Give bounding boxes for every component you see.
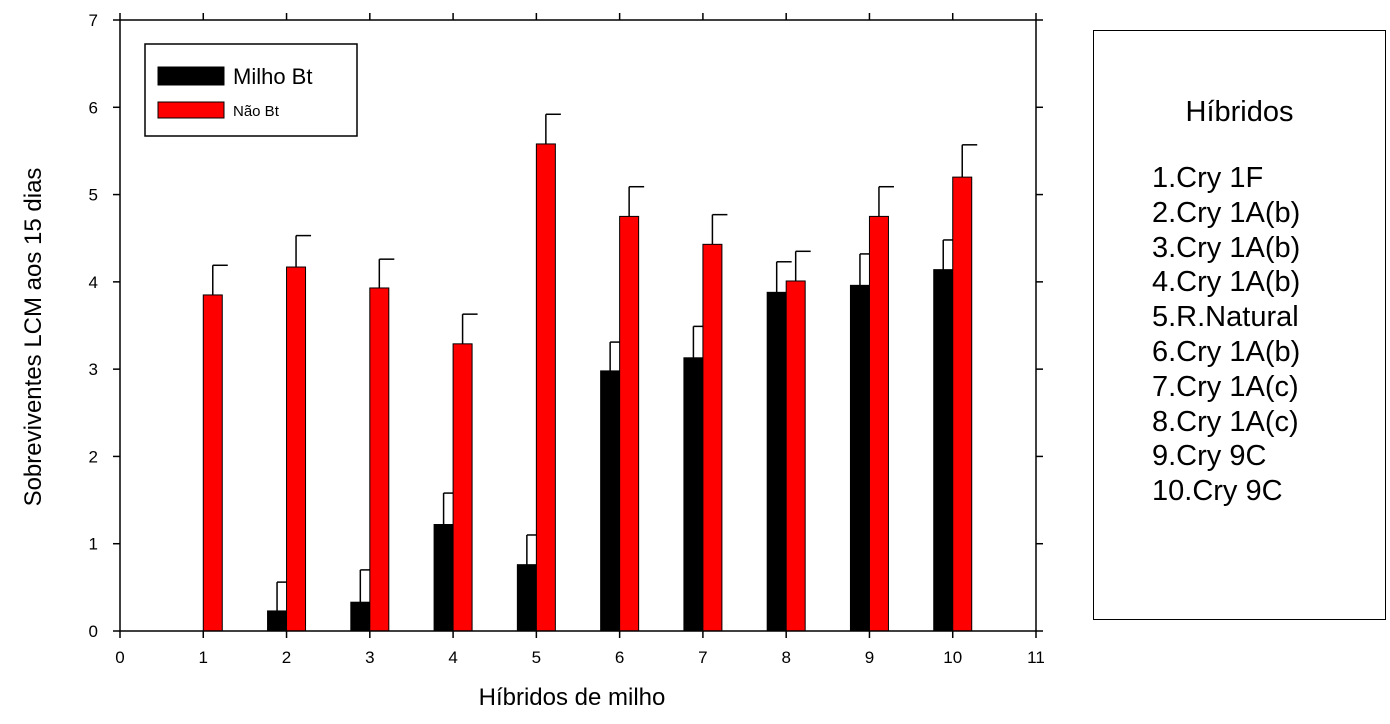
list-item: 4.Cry 1A(b): [1152, 266, 1301, 299]
y-tick-label: 3: [89, 360, 98, 379]
x-tick-label: 11: [1027, 648, 1045, 667]
list-item: 1.Cry 1F: [1152, 162, 1264, 194]
x-tick-label: 2: [282, 648, 291, 667]
y-tick-label: 1: [89, 535, 98, 554]
legend-label-milho-bt: Milho Bt: [233, 64, 312, 89]
bar-milho-bt: [766, 291, 787, 632]
bar-milho-bt: [516, 564, 537, 632]
list-item: 10.Cry 9C: [1152, 475, 1283, 508]
y-tick-label: 0: [89, 622, 98, 641]
y-tick-label: 2: [89, 447, 98, 466]
bar-milho-bt: [849, 284, 870, 632]
x-tick-label: 1: [199, 648, 208, 667]
bar-milho-bt: [683, 357, 704, 632]
list-item: 8.Cry 1A(c): [1152, 405, 1299, 438]
x-tick-label: 8: [781, 648, 790, 667]
legend-swatch-milho-bt: [157, 66, 225, 86]
info-box-title: Híbridos: [1185, 96, 1294, 128]
bar-milho-bt: [267, 610, 288, 632]
list-item: 2.Cry 1A(b): [1152, 196, 1301, 229]
y-tick-label: 6: [89, 98, 98, 117]
legend: Milho Bt Não Bt: [144, 43, 358, 137]
hybrids-info-box: Híbridos 1.Cry 1F 2.Cry 1A(b) 3.Cry 1A(b…: [1093, 30, 1386, 620]
bar-nao-bt: [868, 215, 889, 632]
bar-nao-bt: [952, 176, 973, 632]
y-tick-label: 7: [89, 11, 98, 30]
bar-milho-bt: [933, 269, 954, 632]
x-tick-label: 0: [115, 648, 124, 667]
x-tick-label: 4: [448, 648, 457, 667]
x-axis-label: Híbridos de milho: [479, 684, 666, 711]
plot-frame: [119, 19, 1037, 632]
list-item: 6.Cry 1A(b): [1152, 335, 1301, 368]
legend-box: [144, 43, 358, 137]
bar-chart: 0 1 2 3 4 5 6 7 8 9 10 11 0 1 2 3 4 5 6 7 Milho Bt Não Bt H…: [20, 11, 1045, 711]
bar-nao-bt: [202, 294, 223, 632]
x-tick-label: 6: [615, 648, 624, 667]
list-item: 3.Cry 1A(b): [1152, 231, 1301, 264]
list-item: 5.R.Natural: [1152, 301, 1299, 334]
x-tick-label: 5: [532, 648, 541, 667]
bar-milho-bt: [433, 524, 454, 632]
list-item: 9.Cry 9C: [1152, 440, 1267, 473]
y-axis-label: Sobreviventes LCM aos 15 dias: [20, 168, 47, 507]
y-tick-label: 5: [89, 186, 98, 205]
bar-nao-bt: [369, 287, 390, 632]
legend-swatch-nao-bt: [157, 101, 225, 119]
legend-label-nao-bt: Não Bt: [233, 103, 280, 120]
bar-milho-bt: [350, 601, 371, 632]
x-tick-label: 10: [943, 648, 962, 667]
hybrids-list: 1.Cry 1F 2.Cry 1A(b) 3.Cry 1A(b) 4.Cry 1…: [1152, 161, 1300, 509]
bar-nao-bt: [785, 280, 806, 632]
axes: 0 1 2 3 4 5 6 7 8 9 10 11 0 1 2 3 4 5 6 7: [89, 11, 1045, 667]
bar-nao-bt: [702, 243, 723, 632]
bar-nao-bt: [286, 266, 307, 632]
bar-nao-bt: [619, 215, 640, 632]
chart-marks: [202, 113, 978, 632]
bar-nao-bt: [535, 143, 556, 632]
list-item: 7.Cry 1A(c): [1152, 370, 1299, 403]
x-tick-label: 9: [865, 648, 874, 667]
x-tick-label: 7: [698, 648, 707, 667]
y-tick-label: 4: [89, 273, 98, 292]
x-tick-label: 3: [365, 648, 374, 667]
bar-nao-bt: [452, 343, 473, 632]
bar-milho-bt: [600, 370, 621, 632]
